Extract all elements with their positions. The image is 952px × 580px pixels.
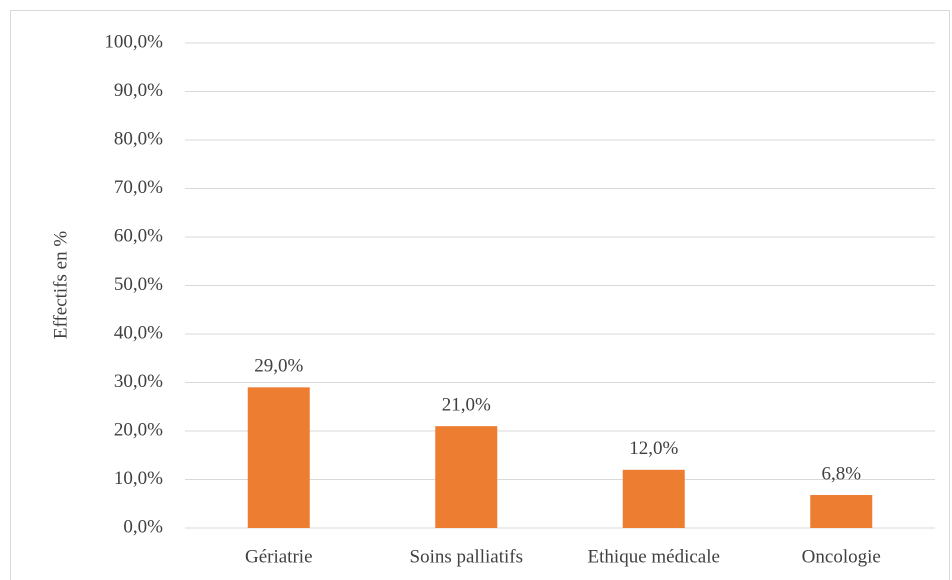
y-tick-label: 30,0% (114, 371, 163, 392)
x-tick-label: Gériatrie (245, 546, 313, 567)
data-label: 12,0% (629, 438, 678, 459)
data-label: 6,8% (821, 463, 861, 484)
x-tick-label: Oncologie (802, 546, 881, 567)
x-tick-label: Soins palliatifs (410, 546, 523, 567)
y-axis-label: Effectifs en % (50, 231, 71, 339)
y-tick-label: 80,0% (114, 128, 163, 149)
y-tick-label: 20,0% (114, 419, 163, 440)
y-tick-label: 40,0% (114, 322, 163, 343)
y-tick-label: 0,0% (123, 516, 163, 537)
y-tick-label: 100,0% (104, 31, 163, 52)
chart-frame (10, 10, 950, 580)
bar (247, 387, 310, 528)
data-label: 29,0% (254, 356, 303, 377)
y-tick-label: 90,0% (114, 80, 163, 101)
y-tick-label: 10,0% (114, 468, 163, 489)
bar (622, 469, 685, 528)
y-tick-label: 50,0% (114, 274, 163, 295)
bar (435, 426, 498, 528)
x-tick-label: Ethique médicale (588, 546, 720, 567)
bar (810, 495, 873, 528)
data-label: 21,0% (442, 395, 491, 416)
y-tick-label: 60,0% (114, 225, 163, 246)
y-tick-label: 70,0% (114, 177, 163, 198)
